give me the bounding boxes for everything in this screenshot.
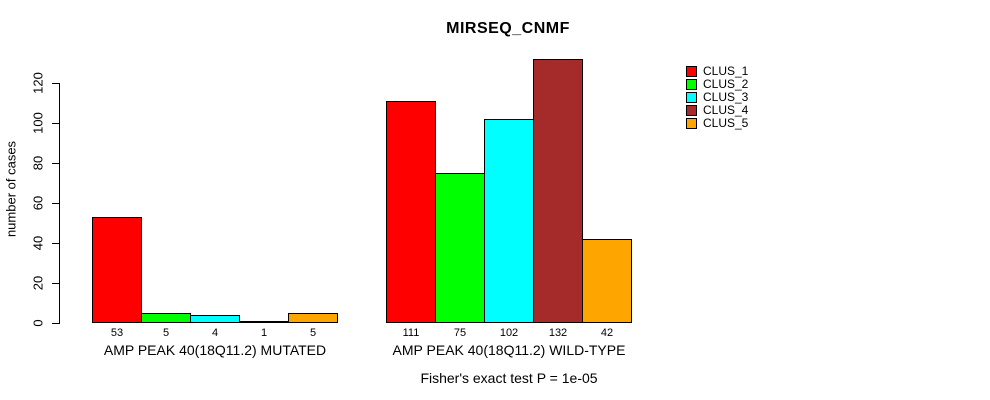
bar-clus_1 xyxy=(92,217,142,323)
bar-value-label: 5 xyxy=(309,327,317,339)
bar-value-label: 42 xyxy=(600,327,614,339)
legend-item: CLUS_5 xyxy=(686,117,748,130)
bar-clus_5 xyxy=(582,239,632,323)
chart-title: MIRSEQ_CNMF xyxy=(446,20,570,37)
bar-value-label: 132 xyxy=(548,327,568,339)
bar-value-label: 102 xyxy=(499,327,519,339)
legend-item: CLUS_3 xyxy=(686,91,748,104)
legend-swatch xyxy=(686,105,697,116)
legend-swatch xyxy=(686,92,697,103)
legend-swatch xyxy=(686,66,697,77)
legend-label: CLUS_4 xyxy=(703,103,749,117)
legend-swatch xyxy=(686,118,697,129)
bar-value-label: 1 xyxy=(260,327,268,339)
y-axis-title: number of cases xyxy=(3,140,19,238)
bar-clus_1 xyxy=(386,101,436,323)
y-axis-tick-label: 120 xyxy=(30,72,46,94)
bar-value-label: 53 xyxy=(110,327,124,339)
legend-item: CLUS_4 xyxy=(686,104,748,117)
y-axis-line xyxy=(59,83,60,324)
bar-value-label: 4 xyxy=(211,327,219,339)
y-axis-tick xyxy=(52,323,59,324)
legend-swatch xyxy=(686,79,697,90)
y-axis-tick-label: 80 xyxy=(30,155,46,171)
y-axis-tick xyxy=(52,243,59,244)
y-axis-tick-label: 40 xyxy=(30,235,46,251)
y-axis-tick xyxy=(52,163,59,164)
y-axis-tick xyxy=(52,123,59,124)
y-axis-tick-label: 60 xyxy=(30,195,46,211)
bar-value-label: 111 xyxy=(402,327,420,339)
y-axis-tick-label: 100 xyxy=(30,112,46,134)
legend: CLUS_1 CLUS_2 CLUS_3 CLUS_4 CLUS_5 xyxy=(686,65,748,130)
bar-value-label: 75 xyxy=(453,327,467,339)
bar-clus_2 xyxy=(141,313,191,323)
legend-label: CLUS_1 xyxy=(703,64,749,78)
legend-label: CLUS_3 xyxy=(703,90,749,104)
legend-label: CLUS_2 xyxy=(703,77,749,91)
legend-item: CLUS_1 xyxy=(686,65,748,78)
y-axis-tick xyxy=(52,203,59,204)
legend-item: CLUS_2 xyxy=(686,78,748,91)
bar-clus_2 xyxy=(435,173,485,323)
y-axis-tick-label: 20 xyxy=(30,275,46,291)
y-axis-tick xyxy=(52,83,59,84)
bar-clus_3 xyxy=(484,119,534,323)
bar-clus_4 xyxy=(533,59,583,323)
bar-value-label: 5 xyxy=(162,327,170,339)
x-group-label: AMP PEAK 40(18Q11.2) WILD-TYPE xyxy=(392,342,626,358)
x-group-label: AMP PEAK 40(18Q11.2) MUTATED xyxy=(103,342,327,358)
annotation-text: Fisher's exact test P = 1e-05 xyxy=(420,370,598,386)
bar-clus_4 xyxy=(239,321,289,323)
bar-clus_5 xyxy=(288,313,338,323)
y-axis-tick xyxy=(52,283,59,284)
y-axis-tick-label: 0 xyxy=(30,319,46,327)
bar-clus_3 xyxy=(190,315,240,323)
legend-label: CLUS_5 xyxy=(703,116,749,130)
